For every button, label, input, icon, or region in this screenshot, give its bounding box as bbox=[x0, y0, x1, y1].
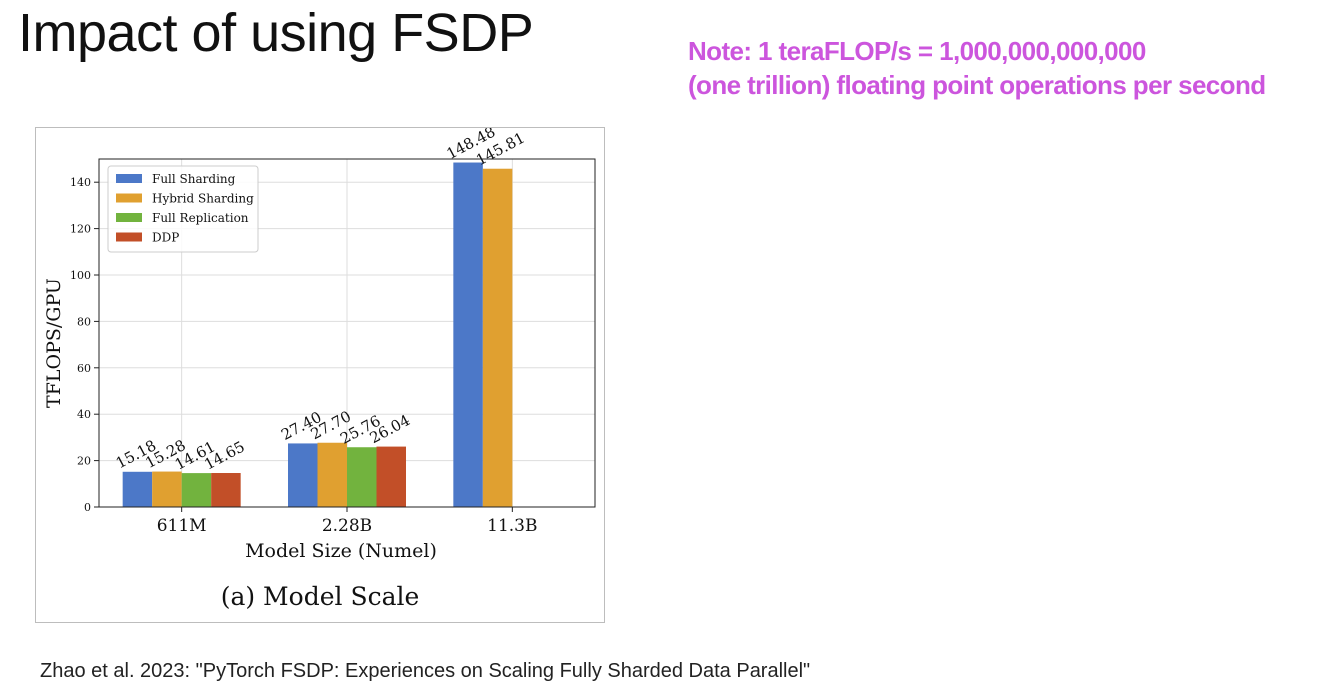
x-tick-label: 2.28B bbox=[322, 516, 372, 536]
legend-swatch bbox=[116, 174, 142, 183]
y-tick-label: 20 bbox=[77, 455, 91, 468]
bar-chart: 15.1827.40148.4815.2827.70145.8114.6125.… bbox=[43, 128, 596, 562]
y-tick-label: 0 bbox=[84, 501, 91, 514]
note: Note: 1 teraFLOP/s = 1,000,000,000,000 (… bbox=[688, 34, 1266, 102]
y-tick-label: 40 bbox=[77, 408, 91, 421]
bar bbox=[181, 473, 212, 507]
y-tick-label: 120 bbox=[70, 223, 91, 236]
bar bbox=[152, 471, 182, 507]
note-line-1: Note: 1 teraFLOP/s = 1,000,000,000,000 bbox=[688, 36, 1146, 66]
bar bbox=[347, 447, 377, 507]
note-line-2: (one trillion) floating point operations… bbox=[688, 70, 1266, 100]
y-tick-label: 60 bbox=[77, 362, 91, 375]
legend-label: Hybrid Sharding bbox=[152, 192, 254, 206]
legend-swatch bbox=[116, 213, 142, 222]
bar bbox=[288, 443, 318, 507]
y-tick-label: 100 bbox=[70, 269, 91, 282]
legend-swatch bbox=[116, 193, 142, 203]
legend-label: Full Replication bbox=[152, 211, 249, 225]
bar bbox=[317, 442, 347, 507]
slide-title: Impact of using FSDP bbox=[18, 3, 534, 63]
citation: Zhao et al. 2023: "PyTorch FSDP: Experie… bbox=[40, 660, 811, 682]
bar bbox=[453, 162, 483, 507]
legend-swatch bbox=[116, 232, 142, 242]
bar bbox=[482, 168, 513, 507]
x-axis-label: Model Size (Numel) bbox=[245, 540, 437, 562]
chart-caption: (a) Model Scale bbox=[220, 582, 420, 611]
bar bbox=[122, 471, 153, 507]
legend-label: Full Sharding bbox=[152, 172, 236, 186]
y-axis-label: TFLOPS/GPU bbox=[43, 278, 65, 408]
y-tick-label: 140 bbox=[70, 176, 91, 189]
bar bbox=[376, 446, 406, 507]
x-tick-label: 11.3B bbox=[487, 516, 537, 536]
bar bbox=[211, 473, 241, 507]
legend-label: DDP bbox=[152, 231, 179, 245]
legend-box bbox=[107, 165, 259, 253]
chart-figure: 15.18 27.40 148.48 15.28 27.70 145.81 14.61 25.… bbox=[35, 127, 605, 623]
x-tick-label: 611M bbox=[157, 516, 207, 536]
y-tick-label: 80 bbox=[77, 315, 91, 328]
